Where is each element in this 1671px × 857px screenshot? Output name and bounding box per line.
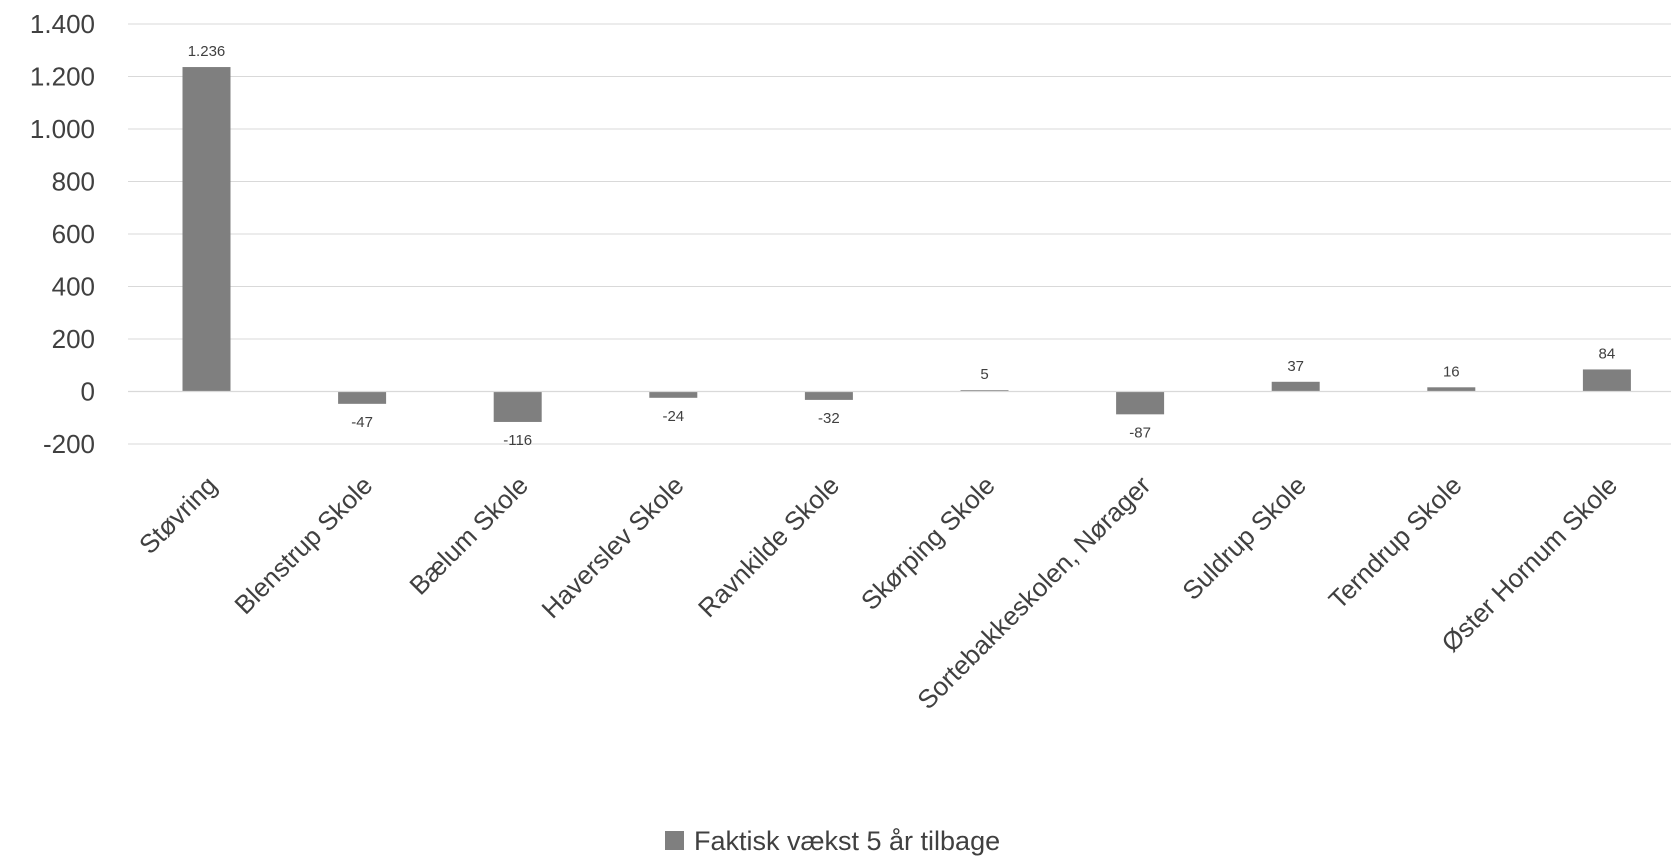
y-tick-label: 0 [81,377,95,407]
category-label: Suldrup Skole [1176,470,1312,606]
y-tick-label: 600 [52,219,95,249]
y-tick-label: 400 [52,272,95,302]
data-label: -24 [662,408,684,425]
legend: Faktisk vækst 5 år tilbage [665,826,1000,856]
data-label: 5 [980,366,988,383]
data-label: 16 [1443,363,1460,380]
data-label: 84 [1599,345,1616,362]
category-label: Haverslev Skole [535,470,689,624]
bar [805,392,853,400]
bar [1427,387,1475,391]
legend-swatch [665,831,684,850]
y-tick-label: 1.000 [30,114,95,144]
category-label: Øster Hornum Skole [1435,470,1623,658]
bars [183,67,1631,422]
legend-label: Faktisk vækst 5 år tilbage [694,826,1000,856]
category-label: Støvring [133,470,223,560]
data-label: -32 [818,410,840,427]
category-label: Ravnkilde Skole [692,470,845,623]
y-tick-label: 200 [52,324,95,354]
bar [1272,382,1320,392]
data-label: -87 [1129,424,1151,441]
category-label: Skørping Skole [855,470,1001,616]
y-axis-ticks: -200 0 200 400 600 800 1.000 1.200 1.400 [30,9,95,459]
bar [183,67,231,391]
y-tick-label: 1.400 [30,9,95,39]
category-label: Bælum Skole [403,470,534,601]
data-label: 37 [1287,358,1304,375]
data-label: 1.236 [188,43,226,60]
y-tick-label: -200 [43,429,95,459]
category-labels: Støvring Blenstrup Skole Bælum Skole Havers… [133,470,1623,715]
category-label: Blenstrup Skole [228,470,378,620]
bar [1116,392,1164,415]
category-label: Terndrup Skole [1323,470,1468,615]
data-labels: 1.236 -47 -116 -24 -32 5 -87 37 16 84 [188,43,1616,449]
bar [338,392,386,404]
bar [494,392,542,422]
gridlines [128,24,1671,444]
bar [1583,369,1631,391]
bar [649,392,697,398]
y-tick-label: 800 [52,167,95,197]
data-label: -47 [351,414,373,431]
y-tick-label: 1.200 [30,62,95,92]
data-label: -116 [503,432,532,449]
